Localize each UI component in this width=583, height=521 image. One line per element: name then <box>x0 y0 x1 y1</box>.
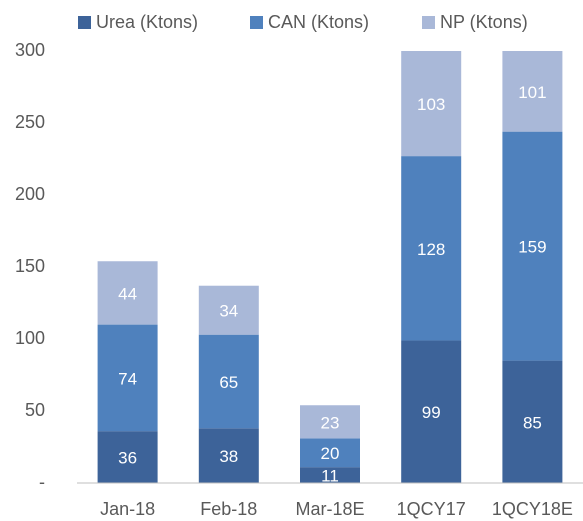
y-tick-label: 200 <box>15 184 45 204</box>
data-label: 65 <box>219 373 238 392</box>
legend-swatch <box>250 16 263 29</box>
bar-segment <box>198 285 259 335</box>
bar-segment <box>300 438 360 468</box>
bar-segment <box>97 324 158 432</box>
x-tick-label: 1QCY17 <box>397 499 466 519</box>
y-tick-label: 150 <box>15 256 45 276</box>
x-tick-label: Feb-18 <box>200 499 257 519</box>
y-tick-label: - <box>39 472 45 492</box>
legend-label: Urea (Ktons) <box>96 12 198 32</box>
legend-swatch <box>78 16 91 29</box>
bar-segment <box>300 405 360 439</box>
bar-segment <box>401 51 462 157</box>
data-label: 11 <box>321 467 339 486</box>
legend-swatch <box>422 16 435 29</box>
bar-segment <box>97 261 158 325</box>
data-label: 36 <box>118 449 137 468</box>
y-tick-label: 250 <box>15 112 45 132</box>
bar-segment <box>401 156 462 341</box>
bar-segment <box>401 340 462 483</box>
data-label: 159 <box>518 238 546 257</box>
bar-segment <box>198 428 259 483</box>
data-label: 34 <box>219 302 238 321</box>
data-label: 99 <box>422 403 441 422</box>
legend-label: CAN (Ktons) <box>268 12 369 32</box>
x-tick-label: Jan-18 <box>100 499 155 519</box>
data-label: 23 <box>321 413 340 432</box>
x-tick-label: 1QCY18E <box>492 499 573 519</box>
data-label: 101 <box>518 83 546 102</box>
bar-segment <box>97 431 158 483</box>
x-tick-label: Mar-18E <box>295 499 364 519</box>
bar-segment <box>300 467 360 483</box>
bar-segment <box>502 360 563 483</box>
y-tick-label: 50 <box>25 400 45 420</box>
bar-segment <box>502 51 563 132</box>
y-tick-label: 100 <box>15 328 45 348</box>
data-label: 20 <box>321 444 340 463</box>
bar-segment <box>502 131 563 361</box>
data-label: 128 <box>417 240 445 259</box>
legend-label: NP (Ktons) <box>440 12 528 32</box>
data-label: 38 <box>219 447 238 466</box>
data-label: 103 <box>417 95 445 114</box>
data-label: 74 <box>118 369 137 388</box>
y-tick-label: 300 <box>15 40 45 60</box>
bar-segment <box>198 334 259 429</box>
plot-area <box>97 51 563 483</box>
data-label: 85 <box>523 413 542 432</box>
data-label: 44 <box>118 284 137 303</box>
